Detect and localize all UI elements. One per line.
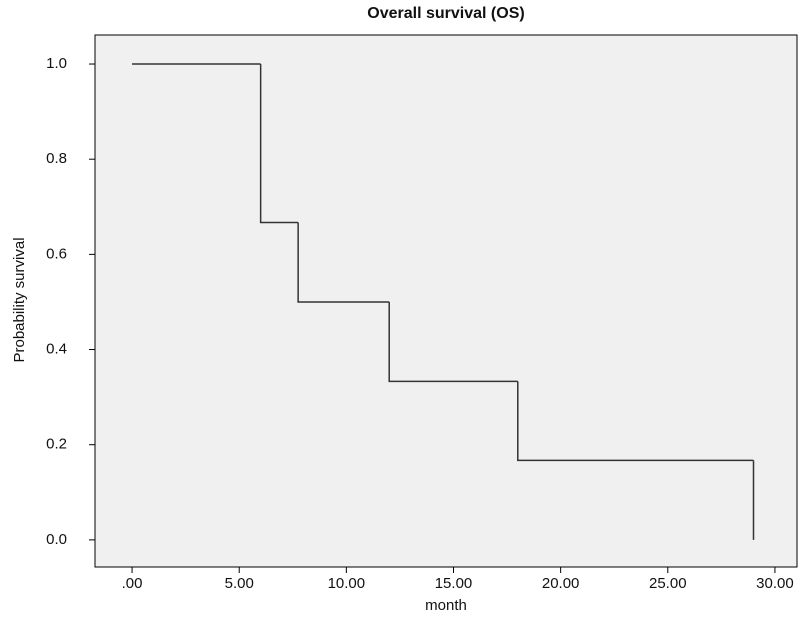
x-tick-label: .00: [122, 575, 143, 592]
plot-area: [94, 34, 798, 568]
y-tick-label: 0.4: [46, 341, 67, 358]
chart-title: Overall survival (OS): [367, 5, 524, 22]
y-axis-label: Probability survival: [11, 237, 28, 362]
survival-step: [388, 301, 518, 383]
y-tick-label: 0.8: [46, 150, 67, 167]
y-tick-label: 0.2: [46, 436, 67, 453]
x-tick-label: 10.00: [328, 575, 366, 592]
x-tick-label: 20.00: [542, 575, 580, 592]
y-tick-label: 0.6: [46, 245, 67, 262]
survival-step: [517, 381, 754, 462]
x-axis-label: month: [425, 597, 467, 614]
x-tick-label: 15.00: [435, 575, 473, 592]
x-tick-label: 5.00: [225, 575, 254, 592]
x-tick-label: 25.00: [649, 575, 687, 592]
y-tick-label: 1.0: [46, 55, 67, 72]
x-tick-label: 30.00: [756, 575, 794, 592]
y-tick-label: 0.0: [46, 531, 67, 548]
survival-step: [297, 222, 390, 303]
survival-step: [259, 64, 299, 224]
